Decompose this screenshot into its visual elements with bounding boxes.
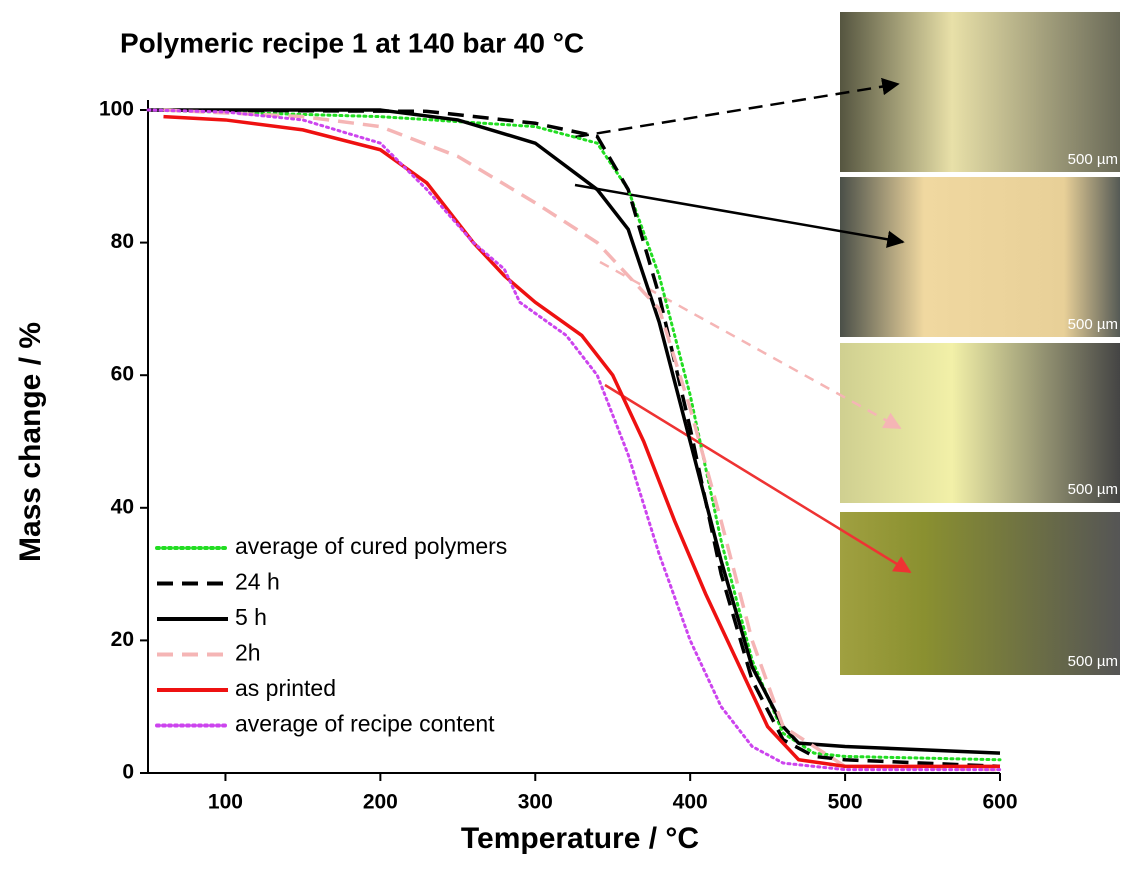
y-tick-label: 100 [99, 98, 134, 121]
photo [840, 512, 1120, 675]
x-tick-label: 300 [518, 791, 553, 814]
x-axis-label: Temperature / °C [461, 822, 699, 855]
x-tick-label: 400 [673, 791, 708, 814]
photo [840, 12, 1120, 172]
scale-label: 500 µm [1068, 151, 1118, 168]
y-tick-label: 80 [111, 230, 134, 253]
x-tick-label: 500 [828, 791, 863, 814]
y-axis-label: Mass change / % [14, 322, 47, 562]
legend-label: as printed [235, 675, 336, 701]
y-tick-label: 0 [122, 761, 134, 784]
legend-label: 5 h [235, 604, 267, 630]
y-tick-label: 40 [111, 495, 134, 518]
legend-label: average of recipe content [235, 711, 495, 737]
scale-label: 500 µm [1068, 481, 1118, 498]
x-tick-label: 600 [982, 791, 1017, 814]
chart-title: Polymeric recipe 1 at 140 bar 40 °C [120, 27, 584, 58]
scale-label: 500 µm [1068, 653, 1118, 670]
chart: Polymeric recipe 1 at 140 bar 40 °C Temp… [0, 0, 1123, 878]
scale-label: 500 µm [1068, 316, 1118, 333]
photos [840, 12, 1120, 675]
y-tick-label: 60 [111, 363, 134, 386]
legend-label: 24 h [235, 569, 280, 595]
photo [840, 177, 1120, 337]
legend-label: 2h [235, 640, 261, 666]
x-tick-label: 200 [363, 791, 398, 814]
x-tick-label: 100 [208, 791, 243, 814]
y-tick-label: 20 [111, 628, 134, 651]
photo [840, 343, 1120, 503]
legend-label: average of cured polymers [235, 533, 507, 559]
